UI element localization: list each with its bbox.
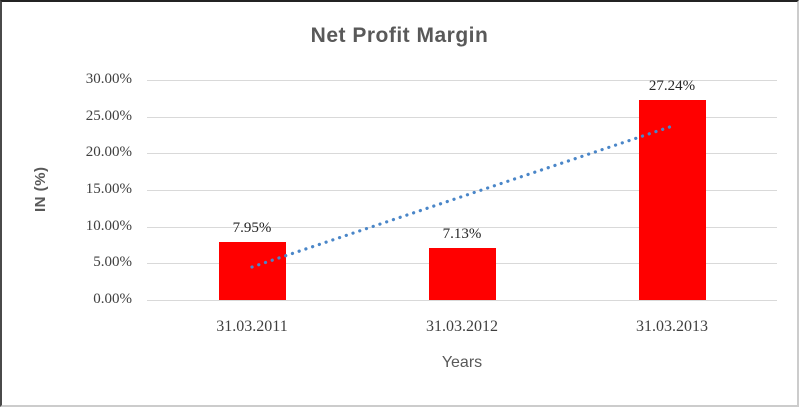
trendline[interactable] [147,80,777,300]
plot-area[interactable]: 7.95% 7.13% 27.24% [147,78,777,301]
gridline [147,226,777,228]
bar-31.03.2011[interactable] [218,241,286,300]
bar-31.03.2012[interactable] [428,247,496,300]
y-tick-label: 20.00% [85,144,132,161]
gridline [147,153,777,155]
x-axis-title: Years [441,354,483,371]
y-tick-label: 25.00% [85,107,132,124]
gridline [147,300,777,301]
data-label: 27.24% [648,78,696,95]
data-label: 7.13% [442,225,482,242]
data-label: 7.95% [232,219,272,236]
x-tick-label: 31.03.2011 [216,318,288,335]
y-axis-tick-labels: 0.00% 5.00% 10.00% 15.00% 20.00% 25.00% 30.00% [2,71,140,307]
gridline [147,190,777,191]
y-tick-label: 10.00% [85,217,132,234]
y-tick-label: 0.00% [93,291,132,307]
y-tick-label: 15.00% [85,181,132,197]
x-tick-label: 31.03.2013 [636,318,708,335]
x-tick-label: 31.03.2012 [426,318,498,335]
gridline [147,80,777,81]
x-axis-tick-labels: 31.03.2011 31.03.2012 31.03.2013 [147,318,777,338]
y-tick-label: 30.00% [85,71,132,87]
y-tick-label: 5.00% [93,254,132,271]
chart-title: Net Profit Margin [310,24,489,47]
gridline [147,116,777,118]
